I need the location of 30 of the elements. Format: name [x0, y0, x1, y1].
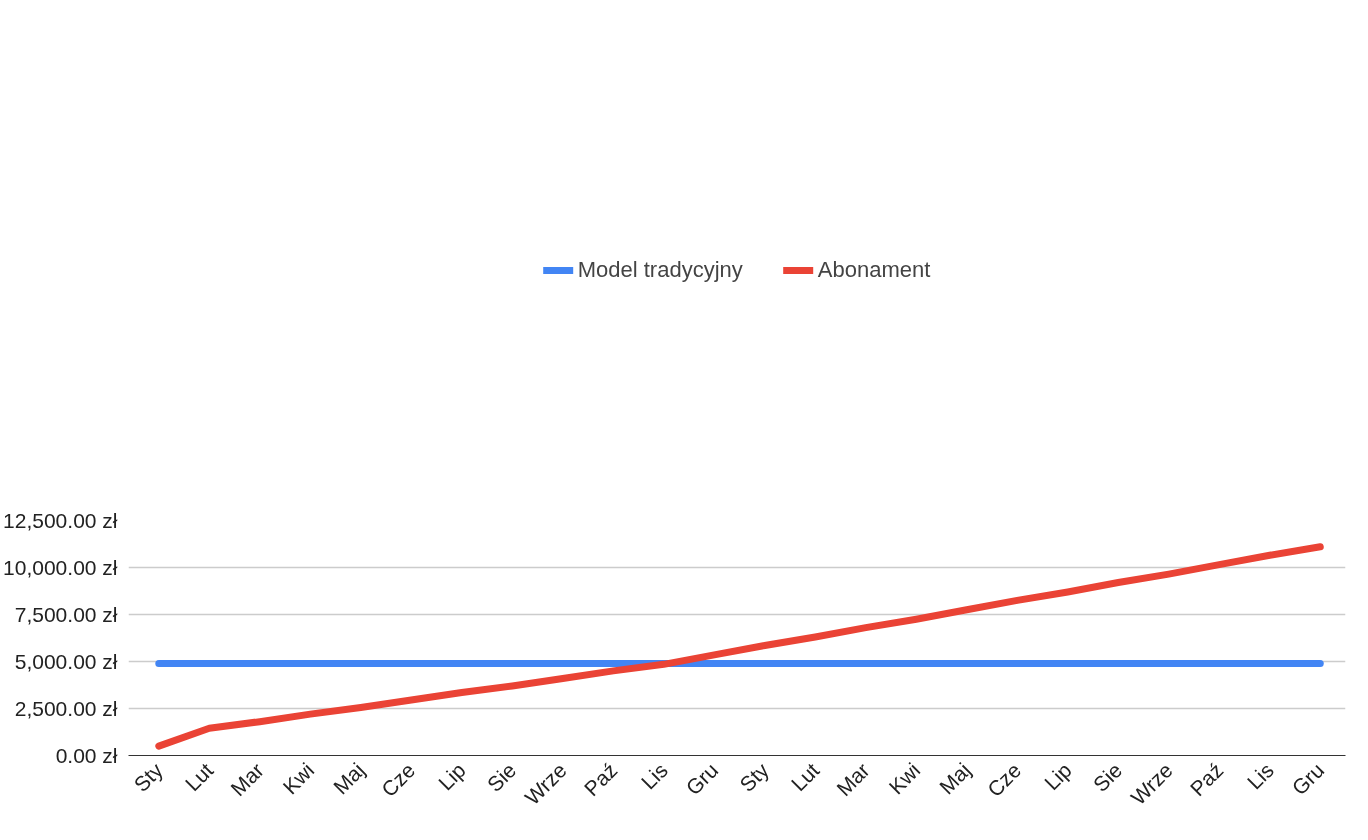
x-tick-label: Paź	[579, 758, 622, 801]
x-tick-label: Lut	[786, 758, 824, 796]
x-tick-label: Lip	[1039, 758, 1076, 795]
x-tick-label: Sty	[129, 758, 168, 797]
y-tick-label: 5,000.00 zł	[14, 650, 118, 673]
x-tick-label: Cze	[982, 758, 1026, 802]
y-tick-label: 7,500.00 zł	[14, 603, 118, 626]
legend-label: Model tradycyjny	[577, 257, 743, 283]
x-tick-label: Lis	[1242, 758, 1278, 794]
x-tick-label: Lip	[433, 758, 470, 795]
x-tick-label: Cze	[376, 758, 420, 802]
x-tick-label: Paź	[1185, 758, 1228, 801]
x-tick-label: Maj	[328, 758, 369, 799]
x-tick-label: Gru	[681, 758, 723, 800]
x-tick-label: Maj	[934, 758, 975, 799]
y-tick-label: 0.00 zł	[55, 744, 118, 767]
x-tick-label: Lut	[180, 758, 218, 796]
y-tick-label: 12,500.00 zł	[3, 509, 118, 532]
x-tick-label: Kwi	[884, 758, 925, 799]
x-tick-label: Kwi	[278, 758, 319, 799]
x-tick-label: Sie	[1088, 758, 1127, 797]
x-tick-label: Gru	[1287, 758, 1329, 800]
y-tick-label: 10,000.00 zł	[3, 556, 118, 579]
x-tick-label: Lis	[636, 758, 672, 794]
y-tick-label: 2,500.00 zł	[14, 697, 118, 720]
legend-label: Abonament	[817, 257, 931, 283]
x-tick-label: Sty	[735, 758, 774, 797]
x-tick-label: Mar	[226, 758, 268, 801]
x-tick-label: Sie	[482, 758, 521, 797]
x-tick-label: Mar	[832, 758, 874, 801]
